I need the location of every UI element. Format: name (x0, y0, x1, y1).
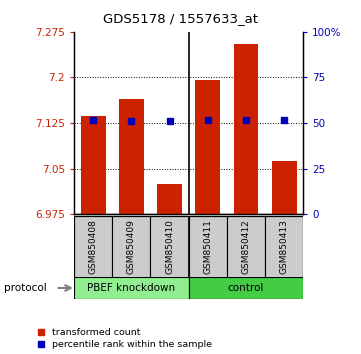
Text: GSM850412: GSM850412 (242, 219, 251, 274)
Bar (157, 184, 182, 214)
Bar (74, 277, 188, 299)
Bar (119, 99, 144, 214)
Text: control: control (228, 283, 264, 293)
Bar (195, 80, 220, 214)
Text: protocol: protocol (4, 283, 46, 293)
Text: GDS5178 / 1557633_at: GDS5178 / 1557633_at (103, 12, 258, 25)
Bar (188, 216, 227, 278)
Text: GSM850411: GSM850411 (203, 219, 212, 274)
Bar (234, 44, 258, 214)
Bar (151, 216, 188, 278)
Bar (74, 216, 112, 278)
Text: GSM850413: GSM850413 (280, 219, 289, 274)
Bar (81, 116, 105, 214)
Text: PBEF knockdown: PBEF knockdown (87, 283, 175, 293)
Bar (265, 216, 303, 278)
Bar (272, 161, 296, 214)
Text: GSM850410: GSM850410 (165, 219, 174, 274)
Bar (227, 216, 265, 278)
Legend: transformed count, percentile rank within the sample: transformed count, percentile rank withi… (37, 329, 212, 349)
Bar (112, 216, 151, 278)
Text: GSM850409: GSM850409 (127, 219, 136, 274)
Text: GSM850408: GSM850408 (88, 219, 97, 274)
Bar (188, 277, 303, 299)
